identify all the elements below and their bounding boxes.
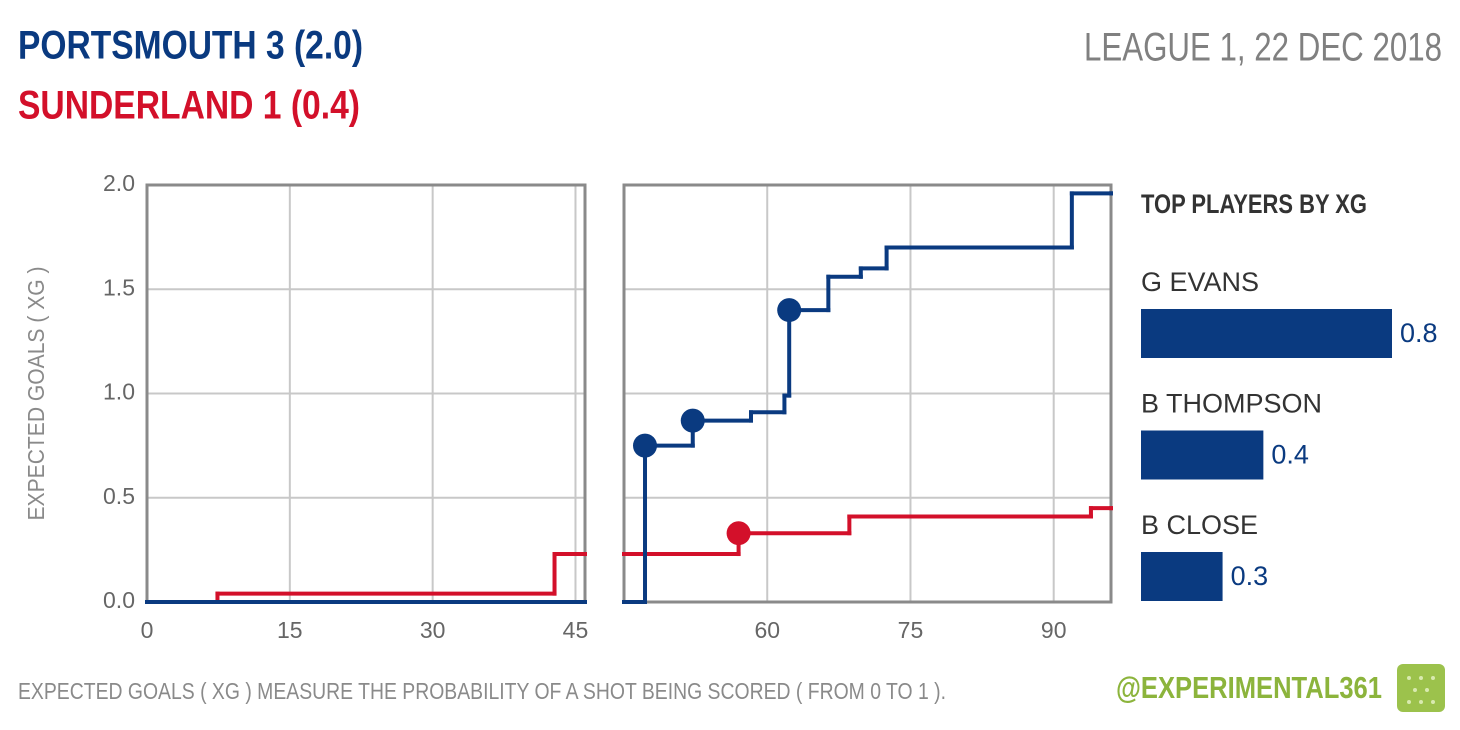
y-tick-label: 1.0 [103, 379, 135, 405]
x-tick-label: 90 [1041, 617, 1067, 643]
value-label: 0.4 [1271, 440, 1309, 470]
away-score: SUNDERLAND 1 (0.4) [18, 84, 360, 128]
x-tick-label: 75 [898, 617, 924, 643]
plot-frame [622, 183, 1113, 604]
bar [1141, 552, 1223, 601]
bar [1141, 430, 1264, 480]
y-axis-label: EXPECTED GOALS ( XG ) [23, 267, 49, 521]
logo [1397, 664, 1445, 712]
player-name: B THOMPSON [1141, 389, 1322, 419]
y-tick-label: 2.0 [103, 170, 135, 196]
y-tick-label: 0.5 [103, 483, 135, 509]
x-tick-label: 0 [141, 617, 154, 643]
footnote: EXPECTED GOALS ( XG ) MEASURE THE PROBAB… [18, 678, 946, 704]
logo-dots [1407, 676, 1435, 704]
player-name: B CLOSE [1141, 510, 1258, 540]
bar [1141, 309, 1392, 358]
goal-marker [633, 433, 658, 458]
competition: LEAGUE 1, 22 DEC 2018 [1084, 26, 1442, 70]
home-score: PORTSMOUTH 3 (2.0) [18, 24, 363, 68]
y-tick-label: 1.5 [103, 274, 135, 300]
goal-marker [777, 298, 802, 323]
credit: @EXPERIMENTAL361 [1116, 670, 1382, 705]
y-tick-label: 0.0 [103, 587, 135, 613]
x-tick-label: 30 [420, 617, 446, 643]
goal-marker [726, 521, 751, 546]
value-label: 0.3 [1231, 561, 1269, 591]
value-label: 0.8 [1400, 318, 1438, 348]
x-tick-label: 15 [277, 617, 303, 643]
bar-chart-title: TOP PLAYERS BY XG [1141, 189, 1367, 219]
x-tick-label: 60 [754, 617, 780, 643]
x-tick-label: 45 [563, 617, 589, 643]
player-name: G EVANS [1141, 267, 1259, 297]
goal-marker [680, 408, 705, 433]
